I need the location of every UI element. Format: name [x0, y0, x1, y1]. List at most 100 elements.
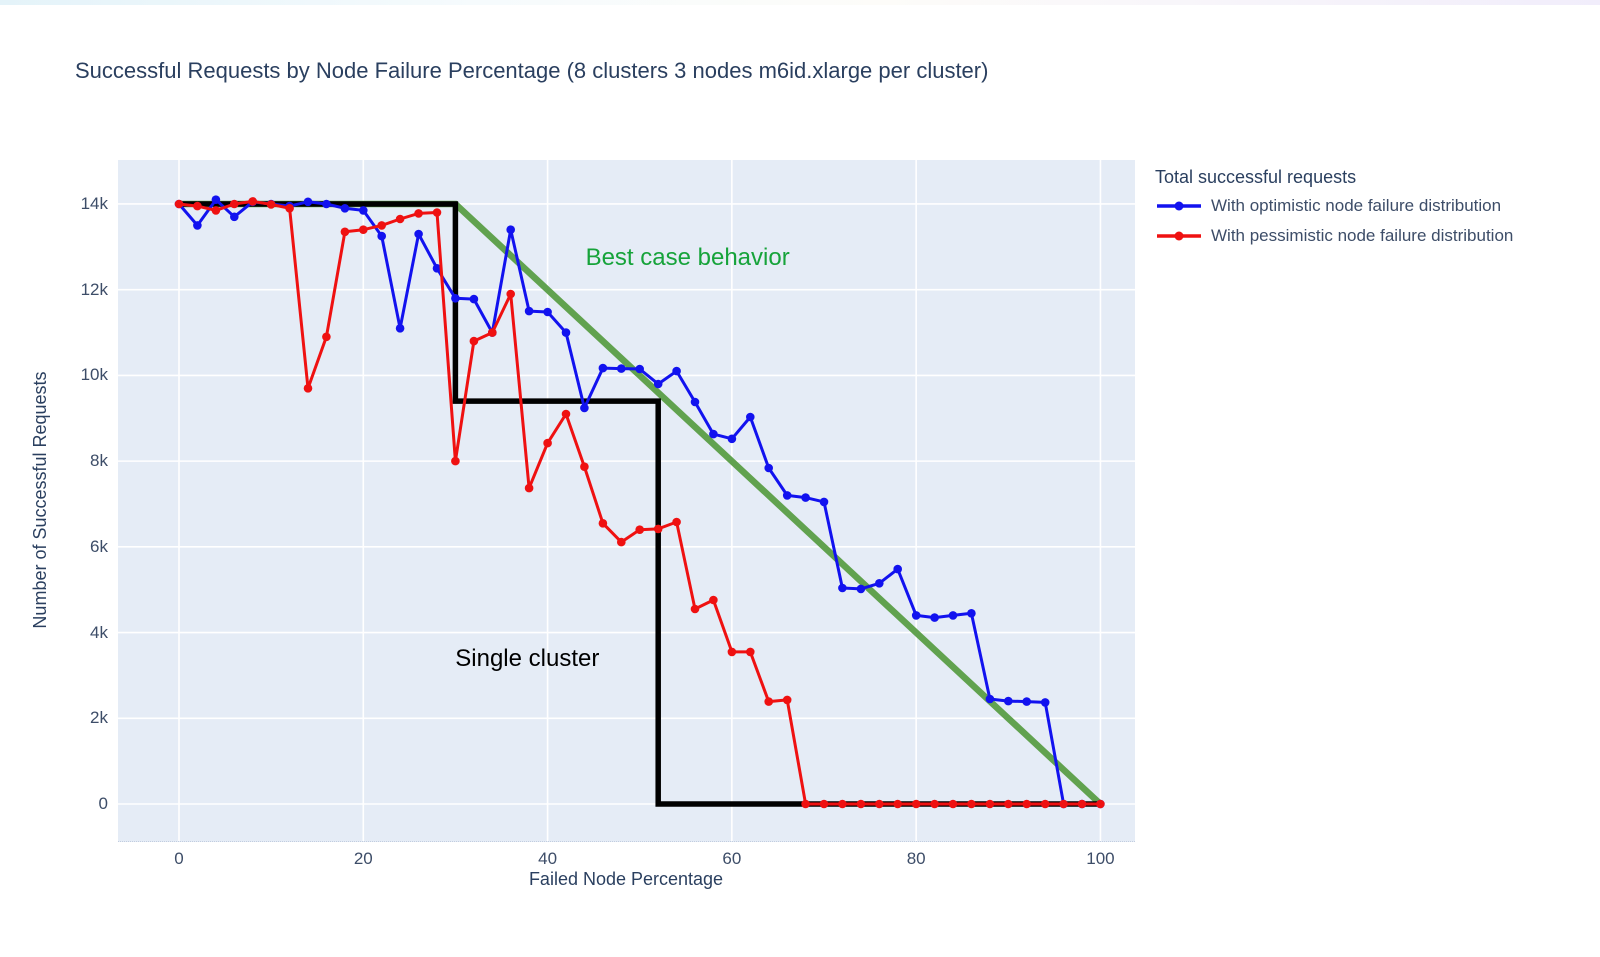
series-optimistic-marker — [432, 264, 442, 273]
legend-item-label: With optimistic node failure distributio… — [1211, 196, 1502, 215]
series-pessimistic-marker — [340, 227, 350, 237]
series-optimistic-marker — [856, 584, 866, 594]
series-optimistic-marker — [930, 613, 939, 622]
series-optimistic-marker — [801, 493, 810, 502]
annotation-single-cluster: Single cluster — [455, 645, 600, 673]
series-pessimistic-marker — [432, 208, 442, 217]
series-pessimistic-marker — [230, 199, 239, 209]
series-pessimistic-marker — [856, 799, 866, 809]
series-optimistic-marker — [911, 611, 921, 620]
series-pessimistic-marker — [782, 695, 792, 705]
x-tick-label: 20 — [353, 849, 373, 868]
plot-area[interactable] — [118, 160, 1135, 842]
series-optimistic-marker — [414, 229, 423, 239]
x-tick-label: 80 — [906, 849, 926, 868]
series-pessimistic-marker — [469, 336, 479, 346]
series-optimistic-marker — [377, 231, 387, 241]
series-optimistic — [174, 195, 1105, 809]
series-pessimistic-marker — [801, 799, 810, 809]
legend-item-0[interactable]: With optimistic node failure distributio… — [1155, 194, 1513, 218]
series-pessimistic-marker — [930, 799, 939, 809]
series-optimistic-marker — [653, 379, 663, 389]
y-tick-label: 0 — [98, 794, 108, 813]
legend: Total successful requests With optimisti… — [1155, 167, 1513, 248]
series-pessimistic-marker — [377, 221, 387, 230]
y-tick-label: 6k — [90, 536, 108, 556]
y-axis-title: Number of Successful Requests — [30, 371, 50, 629]
legend-title: Total successful requests — [1155, 167, 1357, 187]
series-pessimistic-marker — [672, 517, 681, 527]
legend-line-marker-icon — [1157, 201, 1201, 211]
legend-item-label: With pessimistic node failure distributi… — [1211, 226, 1514, 245]
y-tick-label: 8k — [90, 451, 108, 471]
series-pessimistic-line — [177, 199, 1102, 806]
y-tick-label: 12k — [80, 279, 108, 299]
series-pessimistic-marker — [1059, 799, 1068, 809]
series-optimistic-marker — [561, 328, 571, 337]
series-pessimistic-marker — [1096, 799, 1105, 809]
series-pessimistic-marker — [985, 799, 995, 809]
series-pessimistic-marker — [359, 225, 368, 234]
series-pessimistic-marker — [709, 595, 718, 605]
series-optimistic-marker — [819, 497, 829, 507]
series-optimistic-marker — [598, 363, 608, 373]
series-pessimistic-marker — [746, 647, 755, 657]
legend-items: With optimistic node failure distributio… — [1155, 194, 1513, 248]
series-pessimistic-marker — [893, 799, 902, 809]
y-tick-label: 14k — [80, 193, 108, 213]
series-pessimistic-marker — [1040, 799, 1050, 809]
series-optimistic-marker — [893, 564, 902, 574]
series-optimistic-marker — [727, 434, 737, 444]
series-pessimistic-marker — [488, 328, 497, 337]
top-edge-strip — [0, 0, 1600, 5]
series-optimistic-marker — [764, 463, 773, 473]
series-pessimistic-marker — [764, 697, 773, 706]
series-pessimistic-marker — [875, 799, 884, 809]
series-pessimistic-marker — [506, 289, 515, 299]
series-pessimistic-marker — [1022, 799, 1031, 809]
chart-title: Successful Requests by Node Failure Perc… — [75, 58, 989, 83]
series-pessimistic-marker — [561, 409, 571, 419]
chart-canvas — [118, 160, 1135, 841]
series-pessimistic-marker — [248, 197, 257, 206]
series-optimistic-marker — [967, 609, 976, 618]
series-optimistic-marker — [1004, 696, 1013, 706]
series-optimistic-marker — [690, 397, 700, 407]
best-case-line — [179, 200, 1103, 807]
y-tick-label: 4k — [90, 622, 108, 642]
series-optimistic-marker — [635, 364, 644, 374]
series-pessimistic-marker — [819, 799, 829, 809]
series-pessimistic-marker — [653, 524, 663, 534]
series-optimistic-marker — [709, 429, 718, 439]
x-tick-label: 40 — [538, 849, 558, 868]
legend-item-1[interactable]: With pessimistic node failure distributi… — [1155, 224, 1513, 248]
series-optimistic-marker — [359, 206, 368, 215]
series-optimistic-marker — [672, 366, 681, 376]
series-optimistic-marker — [211, 195, 221, 204]
series-pessimistic-marker — [303, 384, 313, 393]
series-optimistic-marker — [782, 491, 792, 500]
series-pessimistic-marker — [285, 204, 294, 213]
series-pessimistic-marker — [414, 209, 423, 218]
legend-line-marker-icon — [1157, 231, 1201, 241]
series-pessimistic-marker — [727, 647, 737, 657]
series-pessimistic-marker — [1004, 799, 1013, 809]
series-optimistic-marker — [617, 364, 626, 373]
series-pessimistic-marker — [635, 525, 644, 534]
series-optimistic-marker — [193, 221, 202, 230]
series-pessimistic-marker — [174, 199, 184, 209]
series-optimistic-marker — [506, 225, 515, 234]
series-optimistic-marker — [1040, 698, 1050, 707]
series-pessimistic-marker — [690, 604, 700, 614]
series-pessimistic-marker — [580, 462, 589, 472]
series-optimistic-marker — [524, 306, 534, 316]
x-axis-title: Failed Node Percentage — [528, 869, 724, 889]
series-pessimistic-marker — [322, 332, 331, 342]
series-pessimistic-marker — [451, 456, 460, 466]
x-tick-label: 60 — [722, 849, 742, 868]
series-pessimistic-marker — [211, 206, 221, 215]
series-pessimistic-marker — [266, 200, 276, 209]
series-pessimistic-marker — [617, 537, 626, 547]
series-optimistic-marker — [985, 694, 995, 704]
